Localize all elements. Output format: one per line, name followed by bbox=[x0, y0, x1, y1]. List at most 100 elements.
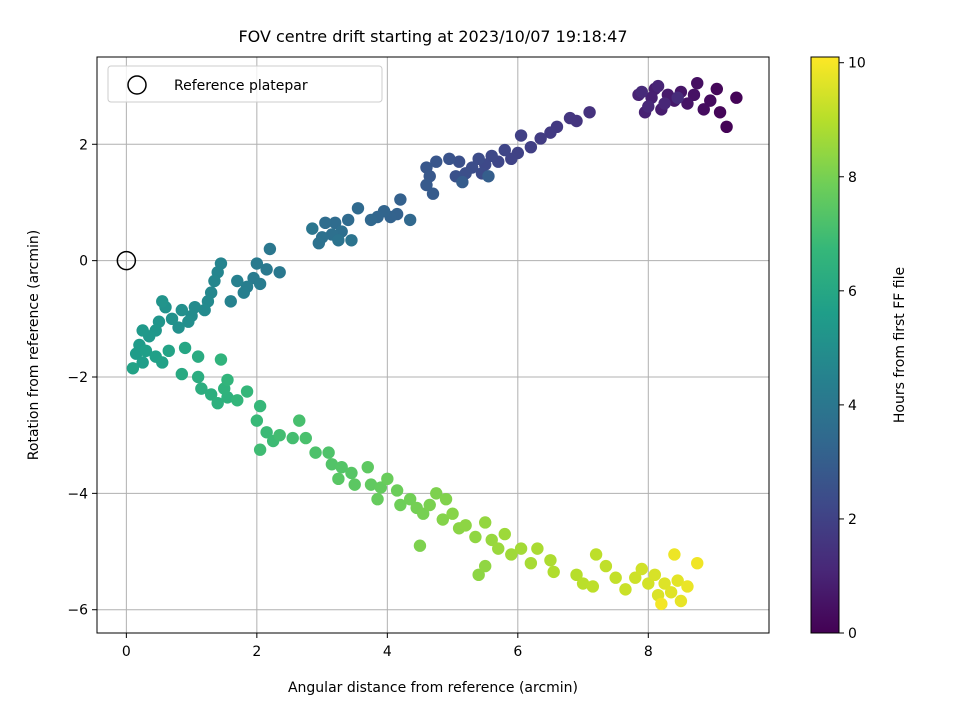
data-point bbox=[260, 426, 273, 439]
data-point bbox=[345, 466, 358, 480]
y-tick-label: 2 bbox=[79, 137, 88, 153]
data-point bbox=[204, 388, 218, 401]
data-point bbox=[165, 312, 179, 326]
data-point bbox=[345, 234, 358, 247]
data-point bbox=[351, 202, 365, 215]
data-point bbox=[544, 554, 557, 567]
data-point bbox=[195, 382, 208, 395]
data-point bbox=[710, 82, 724, 96]
data-point bbox=[599, 559, 613, 573]
colorbar-tick-label: 0 bbox=[848, 626, 857, 642]
data-point bbox=[629, 571, 642, 584]
y-tick-label: −6 bbox=[67, 603, 88, 619]
data-point bbox=[250, 257, 264, 270]
data-point bbox=[221, 373, 234, 387]
data-point bbox=[498, 143, 511, 157]
legend-marker-reference bbox=[127, 75, 147, 95]
colorbar-tick-label: 10 bbox=[848, 56, 866, 72]
colorbar: 0 2 4 6 8 10 Hours from first FF file bbox=[810, 56, 908, 642]
y-tick-label: −4 bbox=[67, 486, 88, 502]
data-point bbox=[420, 178, 433, 192]
legend-label-reference: Reference platepar bbox=[174, 78, 308, 94]
data-point bbox=[492, 542, 505, 555]
data-point bbox=[260, 263, 273, 276]
data-point bbox=[691, 76, 704, 90]
data-point bbox=[642, 100, 655, 113]
data-point bbox=[658, 97, 671, 110]
data-point bbox=[619, 583, 632, 596]
data-point bbox=[635, 562, 648, 576]
data-point bbox=[394, 498, 407, 512]
data-point bbox=[129, 347, 143, 360]
colorbar-tick-label: 6 bbox=[848, 284, 857, 300]
data-point bbox=[341, 213, 355, 227]
grid-lines bbox=[97, 57, 769, 633]
x-tick-label: 8 bbox=[644, 644, 653, 660]
data-point bbox=[312, 236, 326, 250]
data-point bbox=[459, 519, 472, 532]
data-point bbox=[681, 580, 694, 593]
data-point bbox=[531, 542, 544, 555]
data-point bbox=[361, 460, 374, 474]
colorbar-tick-label: 2 bbox=[848, 512, 857, 528]
data-point bbox=[570, 568, 583, 582]
data-point bbox=[443, 152, 456, 166]
x-tick-label: 6 bbox=[513, 644, 522, 660]
data-point bbox=[671, 574, 684, 587]
legend: Reference platepar bbox=[107, 65, 383, 103]
data-point bbox=[253, 443, 267, 456]
data-point bbox=[328, 216, 342, 230]
data-point bbox=[348, 478, 361, 491]
data-point bbox=[505, 548, 518, 561]
data-point bbox=[713, 106, 727, 119]
data-point bbox=[478, 516, 492, 529]
data-point bbox=[648, 568, 662, 582]
data-point bbox=[430, 155, 443, 168]
data-point bbox=[191, 370, 205, 384]
x-tick-label: 0 bbox=[122, 644, 131, 660]
data-point bbox=[250, 414, 264, 427]
data-point bbox=[208, 274, 221, 288]
data-point bbox=[472, 568, 485, 582]
data-point bbox=[322, 446, 335, 459]
data-point bbox=[664, 586, 678, 599]
data-point bbox=[691, 556, 704, 570]
data-point bbox=[332, 234, 345, 247]
colorbar-label: Hours from first FF file bbox=[892, 267, 908, 423]
data-point bbox=[403, 213, 417, 227]
data-point bbox=[371, 492, 384, 506]
data-point bbox=[547, 565, 560, 579]
colorbar-ticks: 0 2 4 6 8 10 bbox=[839, 56, 866, 642]
data-point bbox=[139, 344, 153, 358]
data-point bbox=[325, 458, 339, 471]
data-point bbox=[498, 527, 511, 541]
data-point bbox=[446, 507, 459, 520]
data-point bbox=[237, 286, 250, 299]
data-point bbox=[403, 492, 417, 506]
data-point bbox=[583, 106, 596, 119]
data-point bbox=[524, 140, 538, 154]
data-point bbox=[390, 484, 404, 497]
data-point bbox=[651, 79, 665, 93]
data-point bbox=[436, 513, 449, 526]
data-point bbox=[364, 478, 378, 491]
colorbar-gradient bbox=[810, 56, 840, 634]
data-point bbox=[589, 548, 603, 561]
data-point bbox=[332, 472, 345, 486]
data-point bbox=[439, 492, 453, 506]
data-point bbox=[655, 597, 668, 611]
y-tick-label: 0 bbox=[79, 254, 88, 270]
data-point bbox=[544, 126, 557, 139]
data-point bbox=[478, 559, 492, 573]
data-point bbox=[178, 341, 192, 355]
y-axis-label: Rotation from reference (arcmin) bbox=[26, 230, 42, 460]
data-point bbox=[299, 431, 312, 445]
data-point bbox=[136, 356, 149, 369]
data-point bbox=[231, 394, 244, 407]
data-point bbox=[482, 170, 495, 183]
data-point bbox=[273, 428, 286, 442]
data-point bbox=[172, 321, 185, 334]
data-point bbox=[191, 350, 205, 363]
data-point bbox=[534, 132, 547, 145]
scatter-points bbox=[126, 76, 743, 611]
